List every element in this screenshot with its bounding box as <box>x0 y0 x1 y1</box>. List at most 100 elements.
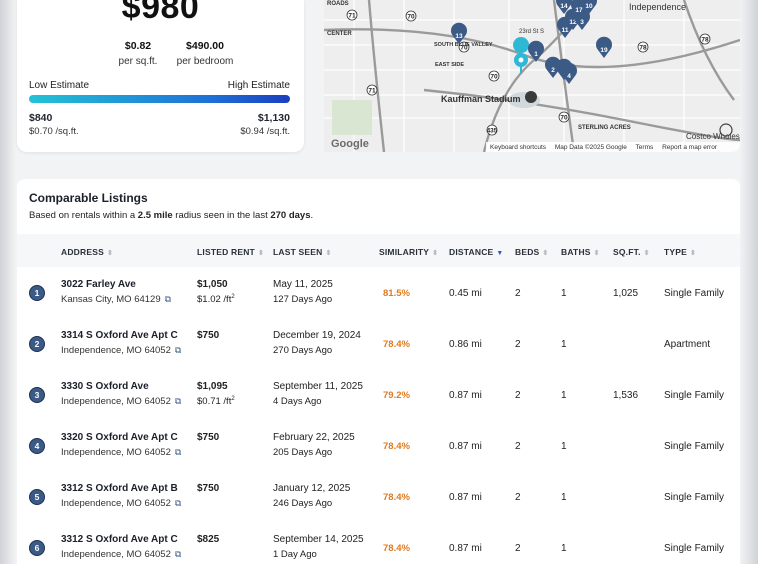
map-marker: 19 <box>596 36 612 58</box>
external-link-icon[interactable]: ⧉ <box>174 549 182 559</box>
col-header-similarity[interactable]: SIMILARITY ⬍ <box>379 247 439 257</box>
price-per-sqft-label: per sq.ft. <box>118 56 158 67</box>
col-header-last-seen[interactable]: LAST SEEN ⬍ <box>273 247 332 257</box>
beds: 2 <box>515 339 521 350</box>
sort-icon: ⬍ <box>593 250 600 257</box>
address-street[interactable]: 3330 S Oxford Ave <box>61 381 149 392</box>
last-seen-date: September 11, 2025 <box>273 381 363 392</box>
address-city[interactable]: Independence, MO 64052 <box>61 498 171 509</box>
listed-rent-psf: $0.71 /ft2 <box>197 396 235 408</box>
low-estimate-psf: $0.70 /sq.ft. <box>29 126 79 137</box>
address-street[interactable]: 3312 S Oxford Ave Apt C <box>61 534 178 545</box>
listed-rent: $825 <box>197 534 220 545</box>
distance: 0.87 mi <box>449 492 482 503</box>
col-header-sqft[interactable]: SQ.FT. ⬍ <box>613 247 650 257</box>
last-seen-date: September 14, 2025 <box>273 534 364 545</box>
subtitle-radius: 2.5 mile <box>137 210 173 221</box>
col-header-listed-rent[interactable]: LISTED RENT ⬍ <box>197 247 265 257</box>
baths: 1 <box>561 288 567 299</box>
svg-text:1: 1 <box>534 51 538 58</box>
map-terms-link[interactable]: Terms <box>635 144 654 151</box>
property-type: Single Family <box>664 441 725 452</box>
address-city-line[interactable]: Independence, MO 64052 ⧉ <box>61 447 181 458</box>
col-header-type[interactable]: TYPE ⬍ <box>664 247 697 257</box>
listed-rent: $750 <box>197 483 220 494</box>
distance: 0.45 mi <box>449 288 482 299</box>
external-link-icon[interactable]: ⧉ <box>174 498 182 508</box>
external-link-icon[interactable]: ⧉ <box>164 294 172 304</box>
row-number-badge: 6 <box>29 540 45 556</box>
svg-text:19: 19 <box>600 47 608 54</box>
address-city-line[interactable]: Independence, MO 64052 ⧉ <box>61 549 181 560</box>
row-number-badge: 3 <box>29 387 45 403</box>
comparables-map[interactable]: 71 70 70 435 78 78 70 71 70 Independence… <box>324 0 740 152</box>
sort-desc-icon: ▼ <box>496 250 504 257</box>
last-seen-days-ago: 246 Days Ago <box>273 498 333 509</box>
svg-text:4: 4 <box>567 73 571 80</box>
map-marker: 13 <box>451 22 467 44</box>
price-per-bedroom-label: per bedroom <box>176 56 234 67</box>
beds: 2 <box>515 390 521 401</box>
low-estimate-value: $840 <box>29 112 53 124</box>
distance: 0.86 mi <box>449 339 482 350</box>
shield-label: 71 <box>348 13 356 20</box>
keyboard-shortcuts-link[interactable]: Keyboard shortcuts <box>490 144 547 151</box>
col-header-beds[interactable]: BEDS ⬍ <box>515 247 549 257</box>
table-row[interactable]: 1 3022 Farley Ave Kansas City, MO 64129 ⧉ $1… <box>17 268 740 319</box>
address-street[interactable]: 3314 S Oxford Ave Apt C <box>61 330 178 341</box>
last-seen-date: February 22, 2025 <box>273 432 355 443</box>
map-label-center: CENTER <box>327 31 352 37</box>
address-city-line[interactable]: Independence, MO 64052 ⧉ <box>61 396 181 407</box>
rent-estimate-value: $980 <box>121 0 200 26</box>
address-city[interactable]: Kansas City, MO 64129 <box>61 294 161 305</box>
section-subtitle: Based on rentals within a 2.5 mile radiu… <box>29 210 313 221</box>
sort-icon: ⬍ <box>542 250 549 257</box>
col-header-distance[interactable]: DISTANCE ▼ <box>449 247 504 257</box>
last-seen-days-ago: 1 Day Ago <box>273 549 317 560</box>
table-row[interactable]: 5 3312 S Oxford Ave Apt B Independence, MO… <box>17 472 740 523</box>
report-map-error-link[interactable]: Report a map error <box>662 144 717 151</box>
map-canvas[interactable]: 71 70 70 435 78 78 70 71 70 Independence… <box>324 0 740 152</box>
address-city-line[interactable]: Kansas City, MO 64129 ⧉ <box>61 294 171 305</box>
section-title: Comparable Listings <box>29 191 148 205</box>
address-street[interactable]: 3022 Farley Ave <box>61 279 136 290</box>
table-row[interactable]: 2 3314 S Oxford Ave Apt C Independence, MO… <box>17 319 740 370</box>
external-link-icon[interactable]: ⧉ <box>174 396 182 406</box>
map-label-23rd-st: 23rd St S <box>519 29 544 35</box>
col-header-address[interactable]: ADDRESS ⬍ <box>61 247 114 257</box>
address-street[interactable]: 3320 S Oxford Ave Apt C <box>61 432 178 443</box>
address-city[interactable]: Independence, MO 64052 <box>61 396 171 407</box>
col-header-baths[interactable]: BATHS ⬍ <box>561 247 600 257</box>
address-city[interactable]: Independence, MO 64052 <box>61 549 171 560</box>
baths: 1 <box>561 390 567 401</box>
sqft: 1,025 <box>613 288 639 299</box>
property-type: Single Family <box>664 288 725 299</box>
external-link-icon[interactable]: ⧉ <box>174 447 182 457</box>
address-city-line[interactable]: Independence, MO 64052 ⧉ <box>61 498 181 509</box>
stadium-icon <box>525 91 537 103</box>
shield-label: 78 <box>701 37 709 44</box>
rent-estimate-card: $980 $0.82 per sq.ft. $490.00 per bedroo… <box>17 0 304 152</box>
listed-rent: $750 <box>197 330 220 341</box>
row-number-badge: 5 <box>29 489 45 505</box>
address-city[interactable]: Independence, MO 64052 <box>61 447 171 458</box>
map-marker: 4 <box>561 62 577 84</box>
page-shadow-right <box>740 0 758 564</box>
address-city[interactable]: Independence, MO 64052 <box>61 345 171 356</box>
table-header: ADDRESS ⬍ LISTED RENT ⬍ LAST SEEN ⬍ SIMILAR… <box>17 234 740 267</box>
last-seen-days-ago: 4 Days Ago <box>273 396 322 407</box>
table-row[interactable]: 4 3320 S Oxford Ave Apt C Independence, MO… <box>17 421 740 472</box>
map-marker: 2 <box>545 56 561 78</box>
table-row[interactable]: 3 3330 S Oxford Ave Independence, MO 64052… <box>17 370 740 421</box>
svg-text:3: 3 <box>580 19 584 26</box>
external-link-icon[interactable]: ⧉ <box>174 345 182 355</box>
address-street[interactable]: 3312 S Oxford Ave Apt B <box>61 483 178 494</box>
subtitle-text: . <box>310 210 314 221</box>
highway-shield-70: 70 <box>458 41 470 53</box>
highway-shield-70: 70 <box>488 70 500 82</box>
map-label-south-blue-valley: SOUTH BLUE VALLEY <box>434 42 493 48</box>
table-row[interactable]: 6 3312 S Oxford Ave Apt C Independence, MO… <box>17 523 740 564</box>
similarity-score: 78.4% <box>383 492 410 503</box>
address-city-line[interactable]: Independence, MO 64052 ⧉ <box>61 345 181 356</box>
subtitle-days: 270 days <box>270 210 311 221</box>
